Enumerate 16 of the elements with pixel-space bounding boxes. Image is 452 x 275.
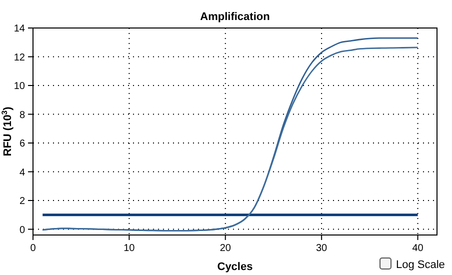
x-tick-label: 40	[412, 243, 424, 254]
y-tick-label: 4	[19, 167, 26, 178]
y-tick-label: 2	[19, 196, 26, 207]
y-tick-label: 0	[19, 224, 26, 236]
y-tick-label: 6	[19, 138, 26, 150]
x-tick-label: 10	[124, 243, 136, 254]
x-tick-label: 30	[316, 243, 328, 254]
x-tick-label: 20	[220, 243, 232, 254]
y-tick-label: 14	[14, 24, 26, 34]
chart-title: Amplification	[200, 11, 270, 23]
y-tick-label: 8	[19, 110, 26, 121]
x-tick-label: 0	[30, 243, 36, 254]
text: Log Scale	[396, 259, 445, 271]
x-axis-title: Cycles	[217, 261, 253, 273]
y-tick-label: 10	[14, 81, 26, 92]
y-tick-label: 12	[14, 52, 26, 64]
